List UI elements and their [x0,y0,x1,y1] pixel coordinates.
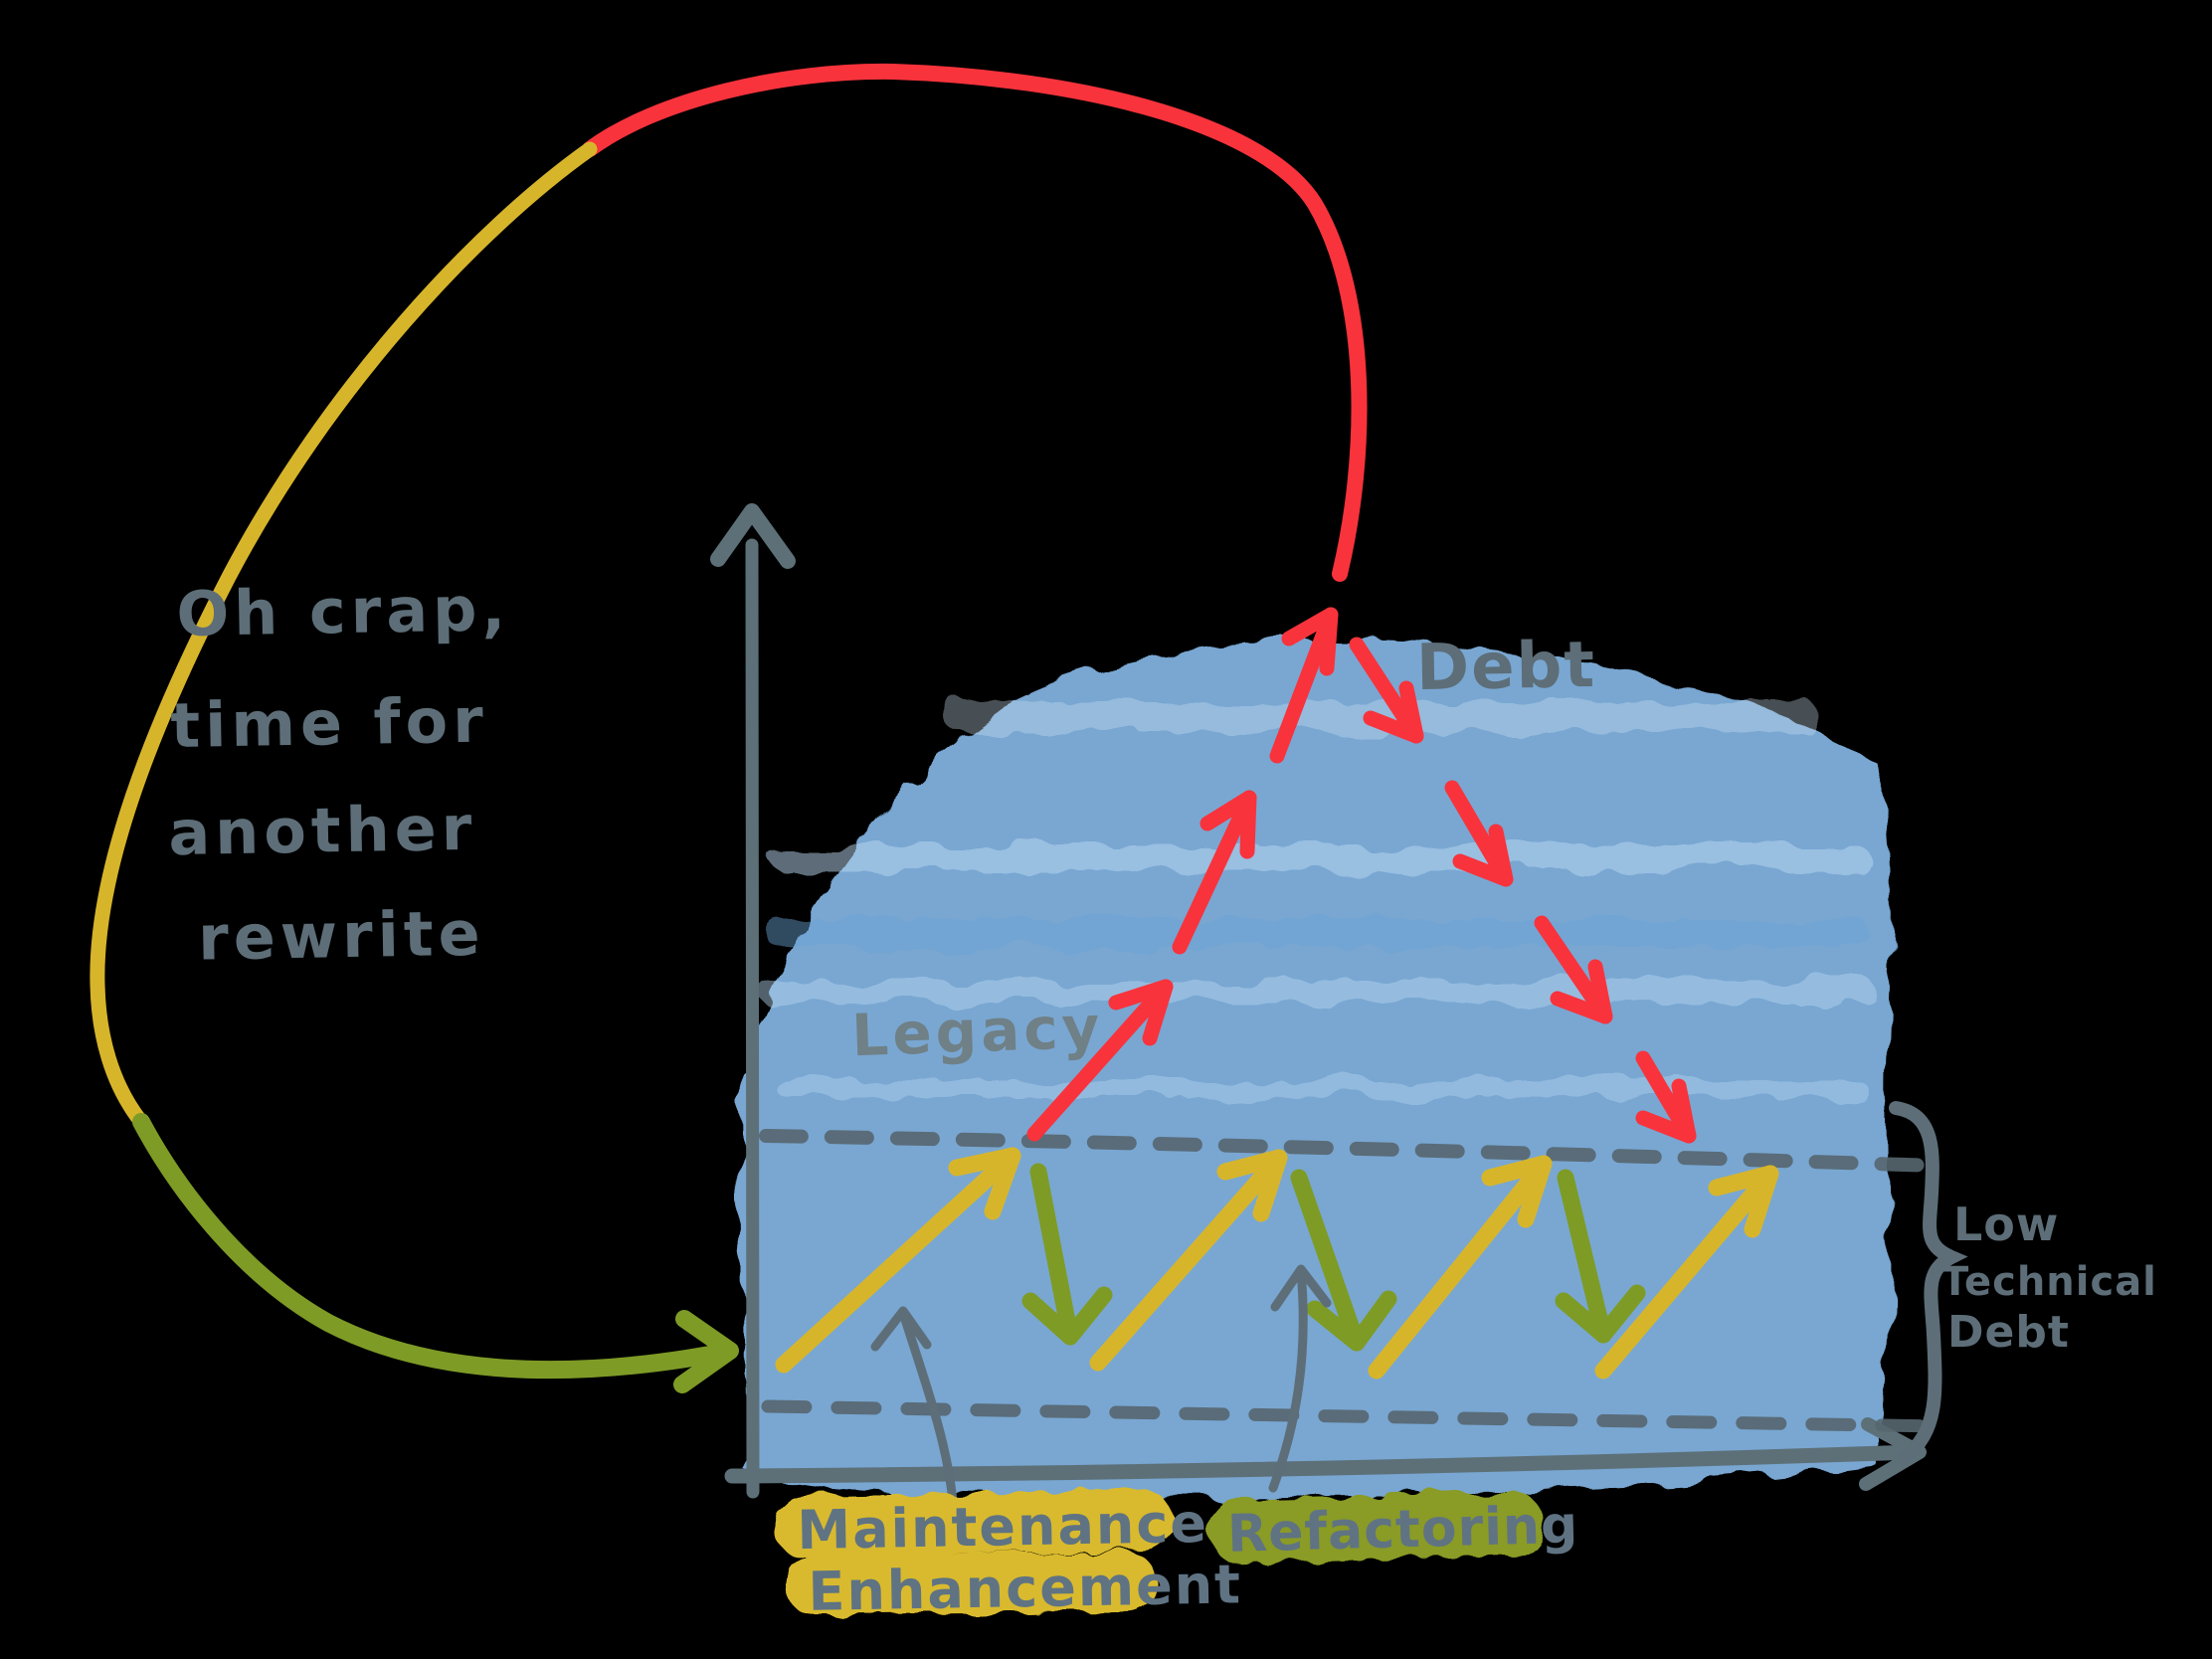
loop-olive-segment [132,1113,731,1380]
blue-highlight-region [738,641,1893,1499]
refactoring-label: Refactoring [1226,1496,1579,1565]
down-arrow-3 [1557,1169,1612,1344]
low-technical-debt-line-3: Debt [1947,1307,2070,1358]
loop-arrowhead-icon [673,1310,739,1393]
rewrite-note-line-4: rewrite [198,897,486,975]
refactoring-pointer-arrow [1268,1266,1308,1493]
debt-spike-arrows [1026,607,1697,1144]
spike-up-3-head-icon [1281,607,1339,676]
up-arrow-1 [775,1147,1021,1374]
spike-down-2-head-icon [1452,824,1514,887]
rewrite-loop-arrow [90,63,1368,1393]
rewrite-note-line-3: another [168,792,477,869]
refactoring-highlight [1209,1492,1544,1564]
refactoring-down-arrows [1021,1163,1646,1352]
y-axis-arrowhead-icon [710,503,796,569]
down-arrow-3-head-icon [1555,1284,1646,1344]
spike-up-2-head-icon [1199,790,1257,859]
spike-up-1-head-icon [1108,979,1174,1046]
up-arrow-3 [1368,1155,1553,1380]
rewrite-note-line-2: time for [170,684,489,763]
maintenance-enhancement-label: Maintenance Enhancement [797,1492,1243,1623]
maintenance-label-line-2: Enhancement [808,1553,1242,1623]
maintenance-up-arrows [775,1147,1779,1380]
blue-streak-dark-1 [766,919,1870,947]
loop-red-segment [582,63,1368,582]
maintenance-label-line-1: Maintenance [797,1492,1209,1562]
rewrite-note: Oh crap, time for another rewrite [168,572,511,975]
spike-up-2 [1172,790,1257,955]
axes [710,503,1927,1499]
blue-streak-light-1 [771,845,1870,871]
maintenance-zigzag [775,1147,1779,1380]
rewrite-note-line-1: Oh crap, [176,572,511,650]
maintenance-highlight-1 [774,1489,1173,1558]
up-arrow-4-head-icon [1708,1165,1779,1238]
upper-dashline [759,1129,1941,1173]
blue-marker-fill [738,641,1893,1499]
up-arrow-4 [1594,1165,1779,1380]
low-technical-debt-label: Low Technical Debt [1941,1198,2157,1358]
annotation-arrows [870,1264,1332,1507]
label-highlights [774,1489,1544,1615]
spike-down-4-head-icon [1635,1078,1697,1144]
spike-down-3-head-icon [1550,959,1613,1024]
down-arrow-1 [1029,1163,1079,1346]
debt-label: Debt [1415,629,1596,705]
maintenance-pointer-arrow [898,1308,958,1507]
low-technical-debt-line-2: Technical [1941,1259,2157,1305]
up-arrow-2 [1089,1149,1288,1372]
up-arrow-2-head-icon [1216,1149,1288,1222]
x-axis [724,1444,1924,1484]
low-technical-debt-line-1: Low [1953,1198,2059,1251]
up-arrow-3-head-icon [1481,1155,1553,1228]
y-axis [745,538,760,1499]
spike-down-1-head-icon [1363,680,1424,744]
down-arrow-1-head-icon [1021,1286,1113,1346]
refactoring-pointer-head-icon [1270,1264,1332,1312]
legacy-label: Legacy [850,993,1104,1069]
maintenance-highlight-2 [786,1552,1157,1615]
maintenance-pointer-head-icon [870,1306,932,1352]
down-arrow-2-head-icon [1306,1290,1397,1352]
blue-streak-light-3 [778,1080,1867,1098]
loop-yellow-segment [90,141,598,1130]
low-tech-debt-brace [1889,1101,1968,1465]
spike-up-1 [1026,979,1174,1142]
down-arrow-2 [1290,1169,1366,1352]
up-arrow-1-head-icon [948,1147,1021,1220]
